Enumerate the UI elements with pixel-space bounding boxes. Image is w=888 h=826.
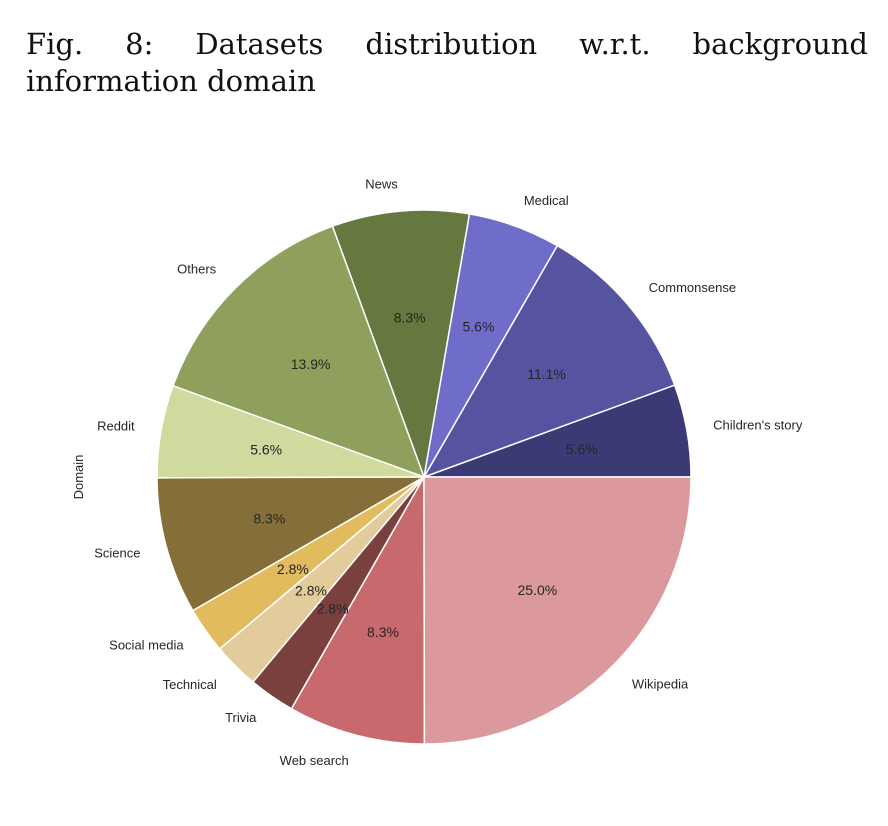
slice-label: Commonsense: [649, 280, 736, 295]
pie-slice-science: [156, 476, 427, 612]
slice-label: Social media: [109, 638, 184, 653]
pie-slice-commonsense: [422, 244, 676, 479]
percent-label: 8.3%: [253, 511, 285, 527]
pie-slices: [156, 209, 692, 745]
figure-caption: Fig. 8: Datasets distribution w.r.t. bac…: [26, 27, 868, 98]
percent-label: 11.1%: [527, 366, 566, 382]
percent-label: 13.9%: [291, 356, 331, 372]
slice-label: Others: [177, 261, 217, 276]
percent-label: 5.6%: [462, 318, 494, 334]
percent-label: 2.8%: [317, 601, 349, 617]
pie-slice-wikipedia: [423, 476, 692, 745]
percent-labels: 5.6% 11.1% 5.6% 8.3% 13.9% 5.6% 8.3% 2.8% 2.8% 2.…: [250, 309, 597, 639]
percent-label: 8.3%: [367, 624, 399, 640]
percent-label: 5.6%: [250, 441, 282, 457]
y-axis-label: Domain: [71, 455, 86, 500]
percent-label: 5.6%: [566, 441, 598, 457]
pie-slice-web-search: [290, 474, 426, 745]
percent-label: 8.3%: [394, 309, 426, 325]
pie-slice-news: [331, 209, 471, 480]
slice-label: Science: [94, 546, 140, 561]
slice-label: Web search: [280, 753, 349, 768]
percent-label: 2.8%: [295, 583, 327, 599]
slice-label: Medical: [524, 193, 569, 208]
slice-label: Trivia: [225, 710, 257, 725]
slice-label: Technical: [163, 677, 217, 692]
slice-labels: Children's story Commonsense Medical News Ot…: [94, 176, 803, 767]
slice-label: Reddit: [97, 419, 135, 434]
slice-label: Wikipedia: [632, 677, 689, 692]
pie-slice-others: [172, 225, 426, 479]
slice-label: Children's story: [713, 418, 803, 433]
percent-label: 2.8%: [277, 561, 309, 577]
percent-label: 25.0%: [518, 582, 558, 598]
slice-label: News: [365, 176, 398, 191]
